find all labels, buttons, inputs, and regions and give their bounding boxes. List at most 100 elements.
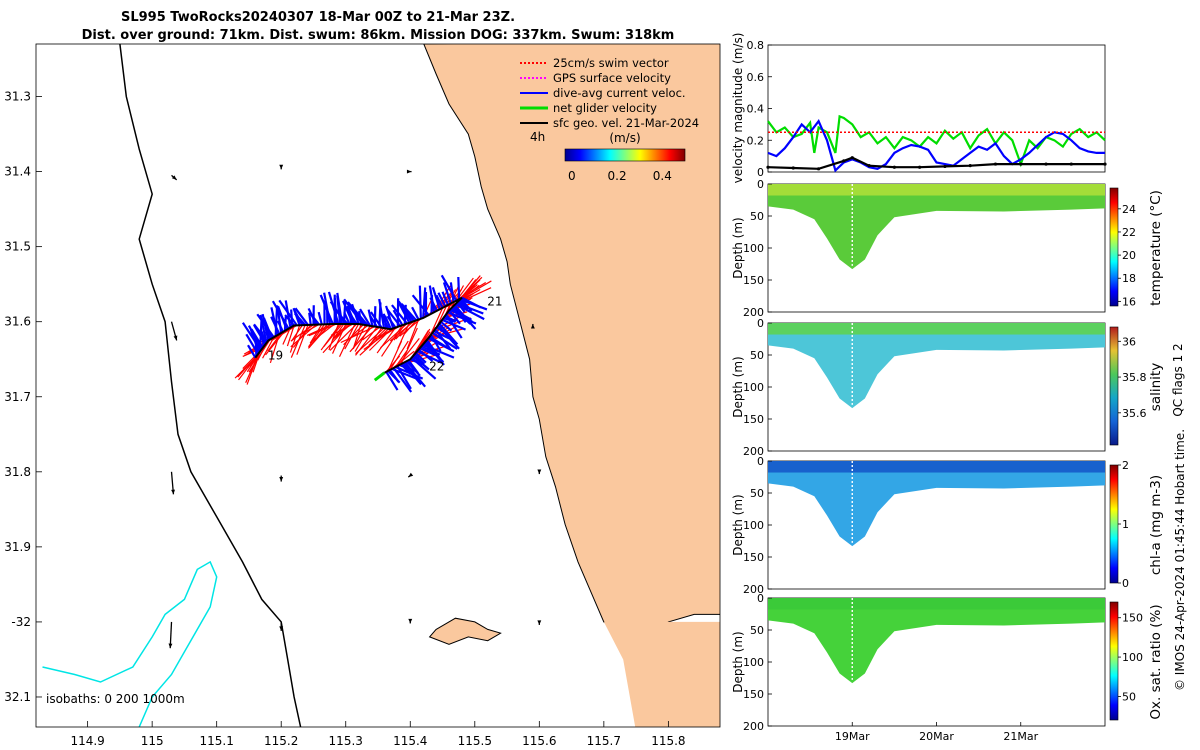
legend-swim-label: 25cm/s swim vector [553,56,669,70]
sfc-point [1069,162,1073,166]
depth-tick-label: 50 [750,624,764,637]
current-vector [395,365,424,380]
geo-arrow-head [279,626,284,631]
swim-vector [444,286,459,317]
sfc-point [766,165,770,169]
current-vector [409,358,424,366]
sfc-point [867,164,871,168]
current-vector [431,332,458,350]
vel-ytick-label: 0.6 [747,71,765,84]
current-vector [308,312,312,325]
cb-tick-label: 35.8 [1122,371,1147,384]
salinity-section-colorbar-label: salinity [1148,363,1164,411]
swim-vector [309,324,323,344]
current-vector [418,285,422,319]
chla-section-colorbar-label: chl-a (mg m-3) [1148,475,1164,575]
current-vector [442,282,452,304]
depth-tick-label: 200 [743,720,764,733]
map-xtick-label: 115.2 [264,734,298,748]
land-south [603,621,720,727]
current-vector [294,307,309,326]
current-vector [276,320,285,333]
isobaths-label: isobaths: 0 200 1000m [46,692,185,706]
depth-tick-label: 150 [743,413,764,426]
current-vector [241,322,262,351]
swim-vector [306,323,334,336]
depth-tick-label: 200 [743,583,764,596]
swim-vector [308,323,337,337]
oxygen-section-ylabel: Depth (m) [731,631,745,692]
isobath-1000m [119,44,302,727]
scale-label: 4h [530,130,545,144]
current-vector [319,294,334,325]
map-cb-tick-label: 0 [568,169,576,183]
current-vector [439,320,453,332]
swim-vector [406,319,420,350]
current-vector [309,313,320,326]
current-vector [398,363,417,373]
velocity-ticks: 0 0.2 0.4 0.6 0.8 [747,39,772,179]
swim-vector [289,325,301,353]
temperature-section-colorbar [1109,187,1119,307]
current-vector [379,311,390,330]
cb-tick-label: 24 [1122,203,1136,216]
map-xtick-label: 115.5 [458,734,492,748]
map-xtick-label: 115.3 [329,734,363,748]
depth-tick-label: 0 [757,178,764,191]
oxygen-section-colorbar [1109,601,1119,721]
current-vector [450,307,473,321]
current-vector [415,352,427,364]
current-vector [368,314,379,328]
cb-tick-label: 1 [1122,518,1129,531]
map-ytick-label: 31.9 [4,540,31,554]
map-ytick-label: 31.5 [4,240,31,254]
geo-arrow-head [279,164,284,170]
map-ytick-label: -32 [11,615,31,629]
current-vector [293,312,306,326]
cb-tick-label: 100 [1122,651,1143,664]
map-legend: 25cm/s swim vector GPS surface velocity … [520,56,699,183]
chla-section-surface [768,461,1105,473]
swim-vector [330,323,354,336]
depth-tick-label: 200 [743,445,764,458]
current-vector [416,350,443,364]
swim-vector [422,297,433,319]
date-tick-label: 20Mar [919,730,954,743]
current-vector [435,294,444,309]
map-xtick-label: 115 [141,734,164,748]
date-tick-label: 21Mar [1003,730,1038,743]
map-axis-ticks: 114.9 115 115.1 115.2 115.3 115.4 115.5 115.6 11… [4,90,685,748]
velocity-ylabel: velocity magnitude (m/s) [731,33,745,184]
rottnest-island [428,617,502,645]
velocity-panel: 0 0.2 0.4 0.6 0.8 velocity magnitude (m/s) [731,33,1107,184]
sfc-point [1044,162,1048,166]
cb-tick-label: 16 [1122,295,1136,308]
depth-tick-label: 150 [743,274,764,287]
map-colorbar-ticks: 0 0.2 0.4 [568,169,672,183]
map-ytick-label: 31.7 [4,390,31,404]
chla-section-panel: 0 50 100 150 200 Depth (m) 0 1 2 chl-a (mg m-3) [731,455,1164,596]
current-vector [459,298,488,311]
current-vector [341,300,355,325]
sfc-point [850,156,854,160]
map-ytick-label: 31.6 [4,315,31,329]
sfc-point [842,159,846,163]
map-ytick-label: 31.8 [4,465,31,479]
geo-arrow-head [408,618,413,624]
day-label: 19 [268,348,283,362]
map-xtick-label: 115.7 [587,734,621,748]
current-vector [347,301,369,327]
current-vector [271,300,290,330]
current-vector [391,304,408,325]
current-vector [385,308,401,327]
swim-vector [340,326,376,344]
swim-vector [387,340,403,372]
current-vector [427,337,455,353]
current-vector [359,308,372,327]
current-vector [253,323,269,343]
temperature-section-ylabel: Depth (m) [731,217,745,278]
current-vector [419,346,437,357]
depth-tick-label: 50 [750,210,764,223]
sfc-point [993,162,998,166]
